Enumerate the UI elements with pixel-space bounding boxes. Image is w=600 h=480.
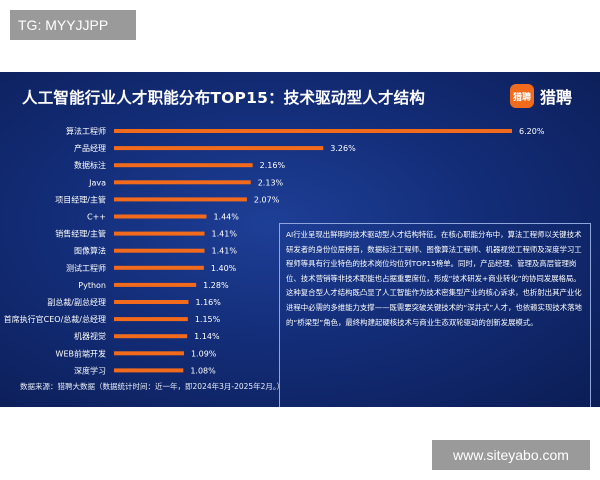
- category-label: 产品经理: [74, 143, 106, 153]
- category-label: 图像算法: [74, 246, 106, 256]
- description-box: AI行业呈现出鲜明的技术驱动型人才结构特征。在核心职能分布中，算法工程师以关键技…: [279, 223, 591, 407]
- category-label: 首席执行官CEO/总裁/总经理: [4, 314, 106, 324]
- bar: [114, 351, 184, 356]
- bar-chart: 算法工程师 6.20% 产品经理 3.26% 数据标注 2.16% Java 2.13% 项目经…: [4, 126, 545, 375]
- bar: [114, 214, 207, 219]
- category-label: 算法工程师: [66, 126, 106, 136]
- value-label: 1.41%: [212, 230, 238, 239]
- bar: [114, 265, 204, 270]
- value-label: 1.41%: [212, 247, 238, 256]
- value-label: 1.14%: [194, 332, 220, 341]
- chart-title: 人工智能行业人才职能分布TOP15：技术驱动型人才结构: [22, 89, 426, 107]
- brand-name: 猎聘: [540, 88, 573, 107]
- bar: [114, 317, 188, 322]
- data-source-note: 数据来源：猎聘大数据（数据统计时间：近一年，即2024年3月-2025年2月。）: [20, 382, 285, 391]
- brand-icon: 猎聘: [510, 84, 534, 108]
- bar: [114, 248, 205, 253]
- category-label: Java: [88, 178, 106, 187]
- bar: [114, 368, 184, 373]
- bar: [114, 334, 188, 339]
- bar: [114, 282, 197, 287]
- bar: [114, 163, 253, 168]
- value-label: 2.16%: [260, 161, 286, 170]
- value-label: 1.15%: [195, 315, 221, 324]
- category-label: Python: [78, 281, 106, 290]
- description-paragraph-2: 这种复合型人才结构既凸显了人工智能作为技术密集型产业的核心诉求，也折射出其产业化…: [286, 288, 582, 327]
- value-label: 2.07%: [254, 195, 280, 204]
- category-label: WEB前端开发: [56, 348, 106, 358]
- value-label: 1.44%: [213, 213, 239, 222]
- value-label: 3.26%: [330, 144, 356, 153]
- category-label: 数据标注: [74, 160, 106, 170]
- category-label: C++: [87, 213, 106, 222]
- value-label: 6.20%: [519, 127, 545, 136]
- bar: [114, 231, 205, 236]
- watermark-bottom-right: www.siteyabo.com: [432, 440, 590, 470]
- bar: [114, 197, 247, 202]
- watermark-top-left: TG: MYYJJPP: [10, 10, 136, 40]
- category-label: 项目经理/主管: [55, 194, 106, 204]
- category-label: 深度学习: [74, 365, 106, 375]
- bar: [114, 180, 251, 185]
- infographic-panel: 人工智能行业人才职能分布TOP15：技术驱动型人才结构 猎聘 猎聘 算法工程师 6…: [0, 72, 600, 407]
- bar: [114, 300, 189, 304]
- bar: [114, 129, 512, 133]
- brand-logo: 猎聘 猎聘: [510, 84, 572, 108]
- bar: [114, 146, 324, 151]
- value-label: 1.16%: [195, 298, 221, 307]
- category-label: 销售经理/主管: [55, 229, 106, 239]
- value-label: 1.08%: [190, 366, 216, 375]
- value-label: 1.09%: [191, 349, 217, 358]
- category-label: 机器视觉: [74, 331, 106, 341]
- value-label: 1.28%: [203, 281, 229, 290]
- category-label: 副总裁/副总经理: [47, 297, 106, 307]
- value-label: 2.13%: [258, 178, 284, 187]
- value-label: 1.40%: [211, 264, 237, 273]
- category-label: 测试工程师: [66, 263, 106, 273]
- description-paragraph-1: AI行业呈现出鲜明的技术驱动型人才结构特征。在核心职能分布中，算法工程师以关键技…: [286, 230, 582, 283]
